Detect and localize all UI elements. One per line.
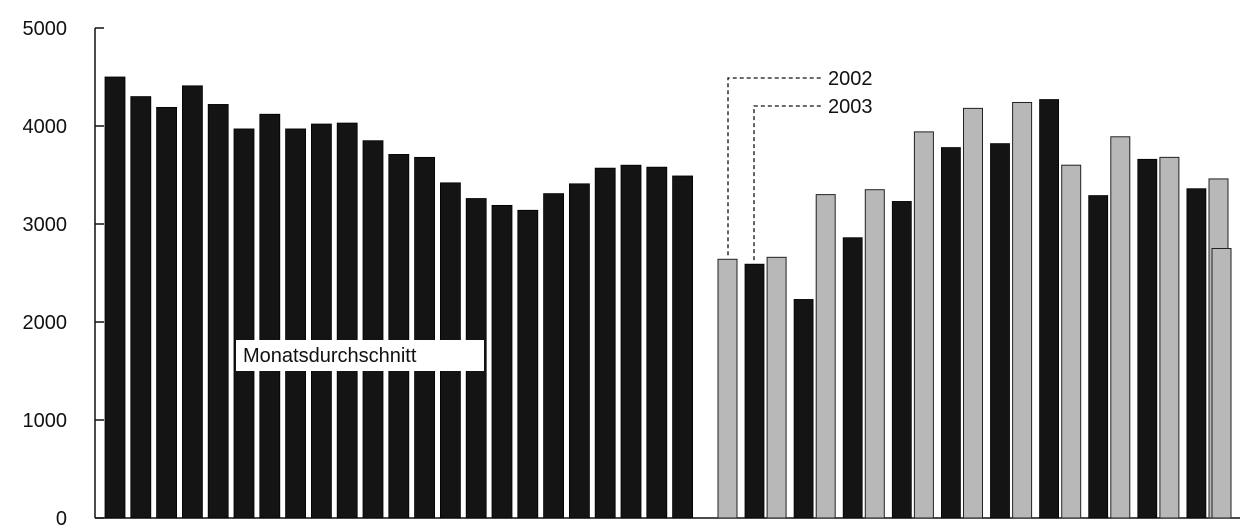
avg-bar — [569, 183, 590, 519]
monthly-average-label-bg — [236, 340, 484, 371]
bar-2002 — [815, 194, 836, 519]
bar-2002 — [1061, 164, 1082, 519]
bar-2002 — [766, 256, 787, 519]
bar-2002 — [913, 131, 934, 519]
legend-label-2003: 2003 — [828, 96, 873, 118]
legend: 2002 2003 — [727, 68, 873, 261]
avg-bar — [310, 123, 332, 519]
avg-bar — [362, 140, 384, 519]
y-tick-label-0: 0 — [56, 508, 67, 526]
bar-2002 — [864, 189, 885, 519]
monthly-average-label-text: Monatsdurchschnitt — [243, 345, 417, 367]
avg-bar — [646, 166, 668, 519]
bar-2002 — [1110, 136, 1131, 519]
bar-2002 — [717, 258, 738, 519]
avg-bar — [414, 156, 436, 519]
avg-bar — [517, 209, 539, 519]
avg-bar — [156, 106, 178, 519]
y-tick-label-3000: 3000 — [23, 214, 68, 236]
year-comparison-bars — [717, 99, 1232, 519]
bar-2003 — [1088, 195, 1109, 519]
bar-2003 — [744, 263, 765, 519]
bar-2003 — [793, 299, 814, 519]
avg-bar — [285, 128, 307, 519]
legend-label-2002: 2002 — [828, 68, 873, 90]
monthly-average-bars — [104, 76, 693, 519]
legend-leader-2003 — [753, 105, 822, 261]
avg-bar — [207, 104, 229, 519]
avg-bar — [672, 175, 693, 519]
avg-bar — [259, 113, 281, 519]
bar-2003 — [1137, 158, 1158, 519]
y-tick-label-5000: 5000 — [23, 18, 68, 40]
monthly-average-label: Monatsdurchschnitt — [236, 340, 484, 371]
avg-bar — [388, 154, 410, 519]
bar-2002 — [1211, 248, 1232, 519]
y-tick-label-4000: 4000 — [23, 116, 68, 138]
bar-2003 — [990, 143, 1010, 519]
avg-bar — [620, 164, 642, 519]
bar-2003 — [842, 237, 863, 519]
bar-2002 — [1012, 101, 1033, 519]
avg-bar — [130, 96, 152, 519]
avg-bar — [233, 128, 255, 519]
avg-bar — [594, 167, 616, 519]
avg-bar — [336, 122, 358, 519]
legend-leader-2002 — [727, 77, 822, 256]
bar-2002 — [963, 107, 983, 519]
bar-2002 — [1159, 156, 1180, 519]
bar-2003 — [941, 147, 961, 519]
avg-bar — [491, 204, 513, 519]
avg-bar — [104, 76, 126, 519]
y-tick-label-1000: 1000 — [23, 410, 68, 432]
y-tick-label-2000: 2000 — [23, 312, 68, 334]
avg-bar — [543, 193, 564, 519]
bar-2003 — [891, 201, 912, 519]
bar-2003 — [1039, 99, 1059, 519]
bar-2003 — [1186, 188, 1207, 519]
avg-bar — [181, 85, 203, 519]
